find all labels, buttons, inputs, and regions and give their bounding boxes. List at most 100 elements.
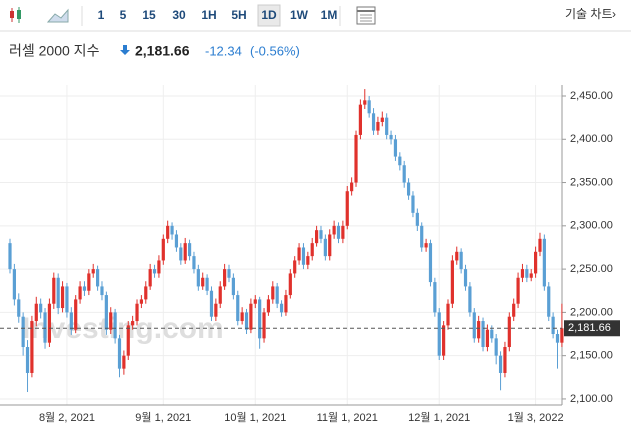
candle-body xyxy=(459,251,463,270)
candle-body xyxy=(60,286,65,309)
price: 2,181.66 xyxy=(135,43,190,59)
candle-body xyxy=(56,277,60,309)
candle-body xyxy=(293,260,297,274)
technical-chart-link[interactable]: 기술 차트 xyxy=(565,7,613,21)
change-pct: (-0.56%) xyxy=(250,43,300,58)
toolbar xyxy=(0,0,631,31)
candle-body xyxy=(363,100,367,105)
candle-body xyxy=(472,312,476,339)
candle-body xyxy=(253,299,257,304)
interval-tab[interactable]: 15 xyxy=(142,8,156,22)
area-icon[interactable] xyxy=(46,8,69,23)
candle-body xyxy=(78,286,82,300)
candle-body xyxy=(82,286,87,291)
y-tick-label: 2,100.00 xyxy=(570,393,613,405)
candle-body xyxy=(109,312,113,330)
candle-body xyxy=(336,225,341,239)
candle-body xyxy=(328,234,332,257)
candle-body xyxy=(266,299,271,313)
candle-body xyxy=(485,329,490,348)
candle-body xyxy=(542,238,546,287)
candle-body xyxy=(477,321,481,339)
candle-body xyxy=(306,256,310,265)
candle-body xyxy=(288,273,292,296)
candle-body xyxy=(284,295,288,313)
candle-body xyxy=(74,299,78,330)
candle-body xyxy=(315,230,319,244)
candle-body xyxy=(227,269,231,278)
interval-tab[interactable]: 1M xyxy=(321,8,338,22)
candle-body xyxy=(30,321,34,373)
candle-body xyxy=(525,269,529,278)
candle-body xyxy=(498,355,503,373)
candle-body xyxy=(406,182,411,196)
interval-tab[interactable]: 5H xyxy=(231,8,246,22)
tab-selected-bg xyxy=(257,4,281,27)
candle-body xyxy=(196,269,200,287)
candle-body xyxy=(350,182,354,192)
candle-body xyxy=(152,269,157,274)
candle-body xyxy=(529,273,533,278)
candle-body xyxy=(463,269,468,287)
candle-body xyxy=(319,230,323,239)
candle-body xyxy=(512,303,516,317)
change: -12.34 xyxy=(205,43,242,58)
interval-tab[interactable]: 1D xyxy=(261,8,277,22)
interval-tab[interactable]: 1 xyxy=(98,8,105,22)
candle-body xyxy=(122,355,126,369)
last-price-box xyxy=(564,320,620,337)
candle-body xyxy=(131,321,135,326)
candle-body xyxy=(345,191,349,226)
candle-body xyxy=(555,334,560,343)
candle-body xyxy=(271,286,275,300)
candle-body xyxy=(398,156,402,166)
interval-tab[interactable]: 1H xyxy=(201,8,216,22)
candle-body xyxy=(547,286,551,317)
candle-body xyxy=(201,277,205,287)
down-arrow xyxy=(120,45,130,55)
candle-body xyxy=(275,286,279,304)
candle-body xyxy=(516,277,520,304)
x-tick-label: 11월 1, 2021 xyxy=(317,411,378,424)
y-tick-label: 2,150.00 xyxy=(570,350,613,362)
candle-body xyxy=(354,134,358,183)
candle-body xyxy=(170,225,174,235)
y-tick-label: 2,200.00 xyxy=(570,306,613,318)
candle-body xyxy=(144,286,148,300)
interval-tab[interactable]: 30 xyxy=(172,8,186,22)
candle-body xyxy=(310,243,314,257)
candle-body xyxy=(380,117,384,122)
candle-body xyxy=(367,100,371,114)
candle-body xyxy=(534,251,538,274)
candle-body xyxy=(341,225,345,239)
candle-body xyxy=(244,312,249,330)
candle-icon[interactable] xyxy=(10,7,21,23)
candle-body xyxy=(442,325,446,356)
interval-tab[interactable]: 1W xyxy=(290,8,309,22)
candle-body xyxy=(520,269,525,278)
candle-body xyxy=(450,260,454,304)
candle-body xyxy=(358,104,362,135)
candle-body xyxy=(279,303,284,313)
candle-body xyxy=(179,247,183,261)
y-tick-label: 2,350.00 xyxy=(570,176,613,188)
candle-body xyxy=(192,256,196,270)
x-tick-label: 10월 1, 2021 xyxy=(224,411,286,424)
candle-body xyxy=(433,282,437,313)
candle-body xyxy=(507,316,511,348)
candle-body xyxy=(39,303,43,313)
candle-body xyxy=(371,113,376,131)
candle-body xyxy=(166,225,170,239)
candle-body xyxy=(100,286,104,296)
candle-body xyxy=(446,303,450,326)
candle-body xyxy=(205,277,209,291)
interval-tab[interactable]: 5 xyxy=(120,8,127,22)
x-tick-label: 1월 3, 2022 xyxy=(508,411,564,424)
candle-body xyxy=(490,329,494,339)
candle-body xyxy=(385,117,389,135)
candle-body xyxy=(551,316,555,335)
table-icon[interactable] xyxy=(356,6,376,25)
candle-body xyxy=(91,269,95,274)
candle-body xyxy=(494,338,498,356)
